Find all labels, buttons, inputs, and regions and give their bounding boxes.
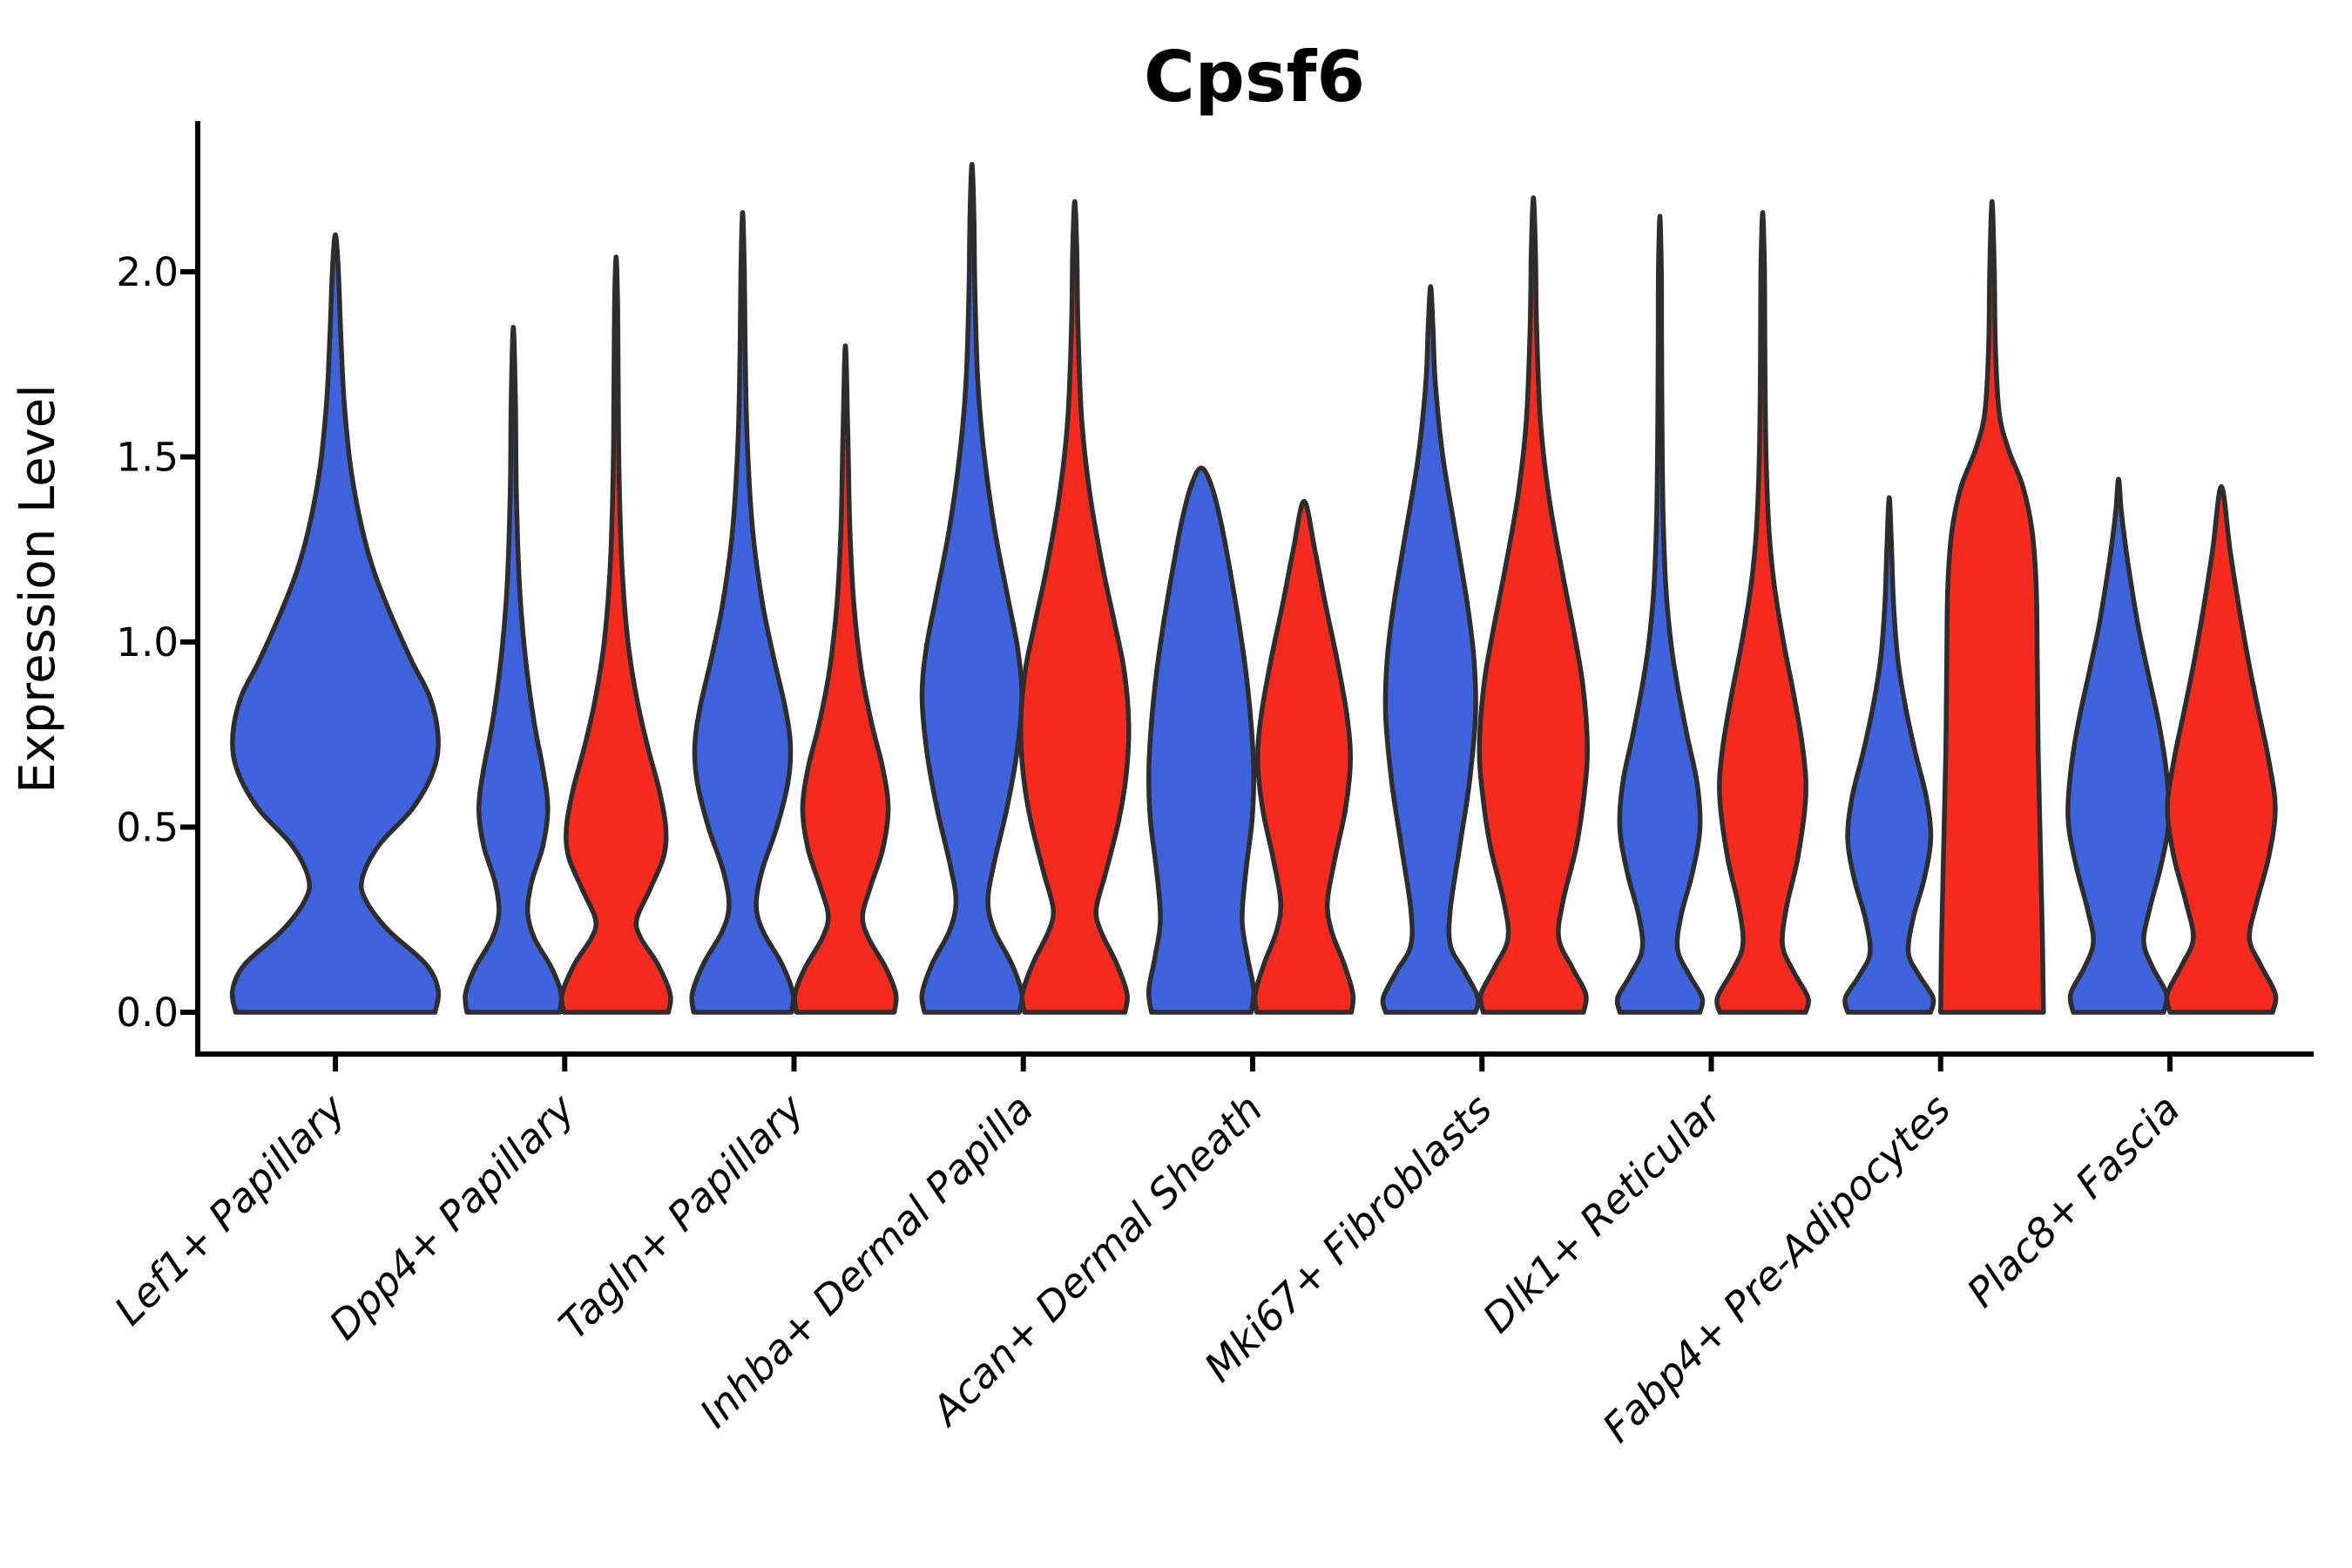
y-axis-label: Expression Level <box>10 384 66 794</box>
x-tick-label-6: Dlk1+ Reticular <box>1474 1083 1733 1342</box>
y-tick-label: 1.0 <box>116 619 179 666</box>
violin-red-inhba-dermal-papilla <box>1017 199 1132 1015</box>
violin-blue-mki67-fibroblasts <box>1380 284 1481 1015</box>
violin-red-dpp4-papillary <box>558 254 673 1015</box>
violin-blue-acan-dermal-sheath <box>1146 465 1257 1015</box>
x-tick-label-2: Tagln+ Papillary <box>550 1085 814 1348</box>
y-tick-label: 0.0 <box>116 990 179 1036</box>
series-group-2-red <box>558 195 2279 1015</box>
violin-blue-plac8-fascia <box>2065 476 2172 1015</box>
chart-title: Cpsf6 <box>1144 37 1365 118</box>
violin-red-plac8-fascia <box>2164 483 2279 1015</box>
axis-spines <box>195 121 2314 1057</box>
series-group-1-blue <box>229 162 2172 1015</box>
violin-blue-lef1-papillary <box>229 232 442 1015</box>
y-tick-label: 0.5 <box>116 805 179 851</box>
x-tick-label-1: Dpp4+ Papillary <box>320 1085 584 1348</box>
violin-blue-fabp4-pre-adipocytes <box>1842 495 1936 1015</box>
x-tick-label-8: Plac8+ Fascia <box>1957 1085 2188 1316</box>
y-tick-label: 1.5 <box>116 435 179 481</box>
y-tick-label: 2.0 <box>116 249 179 295</box>
violin-red-fabp4-pre-adipocytes <box>1938 199 2046 1015</box>
x-tick-label-0: Lef1+ Papillary <box>105 1085 355 1334</box>
violin-blue-tagln-papillary <box>689 210 796 1015</box>
violin-blue-dlk1-reticular <box>1614 213 1706 1015</box>
violin-red-tagln-papillary <box>792 343 899 1015</box>
violin-red-mki67-fibroblasts <box>1477 195 1590 1015</box>
violin-red-acan-dermal-sheath <box>1252 498 1356 1015</box>
violin-blue-inhba-dermal-papilla <box>919 162 1025 1015</box>
violin-blue-dpp4-papillary <box>463 325 564 1015</box>
violin-red-dlk1-reticular <box>1714 210 1811 1015</box>
violins-layer <box>229 162 2279 1015</box>
